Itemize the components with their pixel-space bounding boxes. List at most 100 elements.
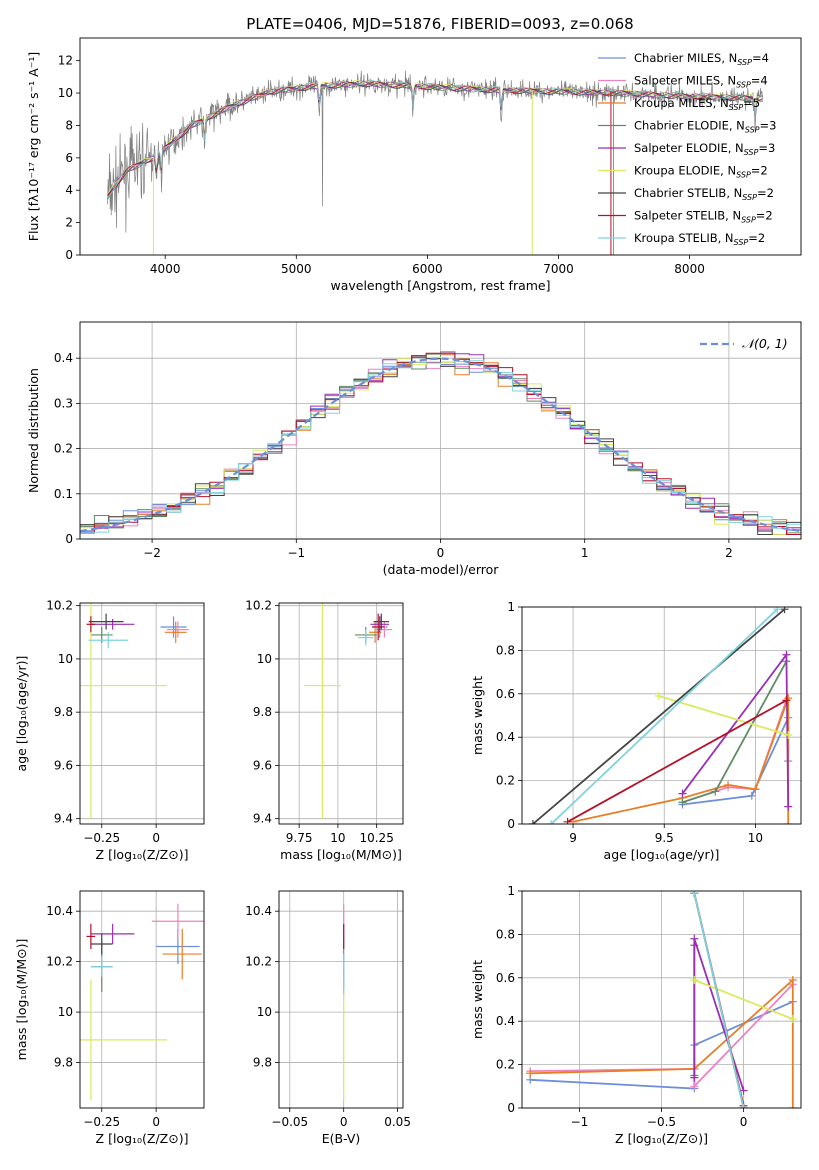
weight-marker-kroupa_miles <box>788 975 797 984</box>
age_vs_mass-frame <box>278 602 404 825</box>
y-tick-label: 0 <box>65 248 73 262</box>
x-tick-label: 9.5 <box>655 831 674 845</box>
x-tick-label: −2 <box>143 546 161 560</box>
weight_vs_age-chart: 9 9.5 10 0 0.2 0.4 0.6 0.8 1 age [log₁₀(age/yr)] m… <box>470 600 802 862</box>
legend-text: Salpeter MILES, N <box>634 74 736 88</box>
y-axis-label: mass weight <box>470 960 485 1039</box>
model-spectrum-salpeter_stelib <box>107 81 764 196</box>
mass_vs_Z-chart: −0.25 0 9.8 10 10.2 10.4 Z [log₁₀(Z/Z⊙)] mass [… <box>14 890 205 1146</box>
y-tick-label: 0 <box>507 1101 515 1115</box>
legend-label-salpeter_elodie: Salpeter ELODIE, NSSP=3 <box>634 141 775 157</box>
normal-legend-label: 𝒩(0, 1) <box>742 336 788 351</box>
y-tick-label: 0.8 <box>496 643 515 657</box>
mass_vs_Z-plot-area <box>80 903 204 1101</box>
model-spectrum-chabrier_elodie <box>107 81 764 201</box>
weight-marker-kroupa_stelib <box>773 607 782 614</box>
y-tick-label: 0.4 <box>496 730 515 744</box>
x-tick-label: 6000 <box>412 262 443 276</box>
legend-subscript: SSP <box>736 81 751 90</box>
weight-marker-kroupa_elodie <box>788 1015 797 1024</box>
age_vs_Z-plot-area <box>80 603 189 819</box>
y-tick-label: 9.8 <box>253 1056 272 1070</box>
weight-line-kroupa_elodie <box>693 979 794 1020</box>
weight-marker-salpeter_stelib <box>563 817 572 824</box>
legend-subscript: SSP <box>729 103 744 112</box>
weight_vs_age-plot-area <box>528 607 793 824</box>
y-tick-label: 0 <box>65 532 73 546</box>
y-tick-label: 10.4 <box>46 904 73 918</box>
weight-marker-kroupa_elodie <box>654 691 663 700</box>
x-tick-label: 9 <box>569 831 577 845</box>
y-tick-label: 0.2 <box>496 774 515 788</box>
weight-line-kroupa_miles <box>572 697 790 824</box>
legend-suffix: =2 <box>756 209 773 223</box>
legend-suffix: =2 <box>757 186 774 200</box>
legend-subscript: SSP <box>742 193 757 202</box>
y-tick-label: 0.4 <box>54 351 73 365</box>
x-axis-label: Z [log₁₀(Z/Z⊙)] <box>96 847 189 862</box>
legend-label-salpeter_miles: Salpeter MILES, NSSP=4 <box>634 74 768 90</box>
weight-marker-chabrier_miles <box>747 791 756 800</box>
age_vs_Z-frame <box>79 602 205 825</box>
x-tick-label: −1 <box>287 546 305 560</box>
x-tick-label: 0 <box>740 1115 748 1129</box>
legend-label-chabrier_miles: Chabrier MILES, NSSP=4 <box>634 51 769 67</box>
residuals-frame <box>79 321 802 540</box>
y-tick-label: 9.8 <box>54 1056 73 1070</box>
legend-suffix: =5 <box>743 96 760 110</box>
x-tick-label: 4000 <box>150 262 181 276</box>
weight-line-kroupa_miles <box>530 977 794 1108</box>
weight-marker-kroupa_miles <box>526 1069 535 1078</box>
y-tick-label: 9.8 <box>54 705 73 719</box>
y-tick-label: 10.2 <box>245 955 272 969</box>
weight-marker-salpeter_elodie <box>690 1073 699 1082</box>
y-tick-label: 0.6 <box>496 971 515 985</box>
legend-text: Salpeter ELODIE, N <box>634 141 744 155</box>
weight-marker-kroupa_stelib <box>739 1104 748 1108</box>
y-tick-label: 0 <box>507 817 515 831</box>
y-tick-label: 10 <box>58 86 73 100</box>
y-tick-label: 10.4 <box>245 904 272 918</box>
y-tick-label: 6 <box>65 151 73 165</box>
figure-title: PLATE=0406, MJD=51876, FIBERID=0093, z=0… <box>246 15 633 33</box>
legend-suffix: =2 <box>748 231 765 245</box>
weight-line-kroupa_elodie <box>658 695 789 736</box>
legend-suffix: =2 <box>751 164 768 178</box>
x-axis-label: Z [log₁₀(Z/Z⊙)] <box>615 1131 708 1146</box>
y-tick-label: 0.4 <box>496 1014 515 1028</box>
x-axis-label: mass [log₁₀(M/M⊙)] <box>280 847 402 862</box>
y-tick-label: 8 <box>65 118 73 132</box>
model-spectrum-chabrier_stelib <box>107 81 763 196</box>
weight-marker-salpeter_elodie <box>678 789 687 798</box>
y-axis-label: mass weight <box>470 676 485 755</box>
x-axis-label: wavelength [Angstrom, rest frame] <box>330 278 550 293</box>
weight-marker-kroupa_stelib <box>547 820 556 824</box>
weight-marker-salpeter_elodie <box>782 650 791 659</box>
weight-marker-kroupa_stelib <box>690 891 699 898</box>
weight_vs_Z-chart: −1 −0.5 0 0 0.2 0.4 0.6 0.8 1 Z [log₁₀(Z/Z⊙)] mass… <box>470 884 802 1146</box>
y-tick-label: 10 <box>257 652 272 666</box>
age_vs_mass-plot-area <box>303 603 393 819</box>
mass_vs_ebv-chart: −0.05 0 0.05 9.8 10 10.2 10.4 E(B-V) <box>245 890 411 1146</box>
y-tick-label: 0.3 <box>54 396 73 410</box>
y-axis-label: age [log₁₀(age/yr)] <box>14 656 29 772</box>
y-tick-label: 0.8 <box>496 927 515 941</box>
legend-suffix: =4 <box>751 74 768 88</box>
legend-text: Chabrier MILES, N <box>634 51 737 65</box>
y-tick-label: 0.2 <box>496 1058 515 1072</box>
y-tick-label: 0.6 <box>496 687 515 701</box>
x-tick-label: −0.25 <box>83 1115 120 1129</box>
x-tick-label: 9.75 <box>286 831 313 845</box>
weight-marker-chabrier_elodie <box>711 787 720 796</box>
x-axis-label: age [log₁₀(age/yr)] <box>604 847 720 862</box>
x-tick-label: 10.25 <box>359 831 393 845</box>
legend-text: Kroupa ELODIE, N <box>634 164 736 178</box>
weight-marker-chabrier_stelib <box>528 820 537 824</box>
y-tick-label: 1 <box>507 884 515 898</box>
weight-marker-kroupa_miles <box>784 820 793 824</box>
weight-marker-kroupa_miles <box>724 780 733 789</box>
x-axis-label: Z [log₁₀(Z/Z⊙)] <box>96 1131 189 1146</box>
legend-label-salpeter_stelib: Salpeter STELIB, NSSP=2 <box>634 209 773 225</box>
legend-text: Kroupa MILES, N <box>634 96 729 110</box>
